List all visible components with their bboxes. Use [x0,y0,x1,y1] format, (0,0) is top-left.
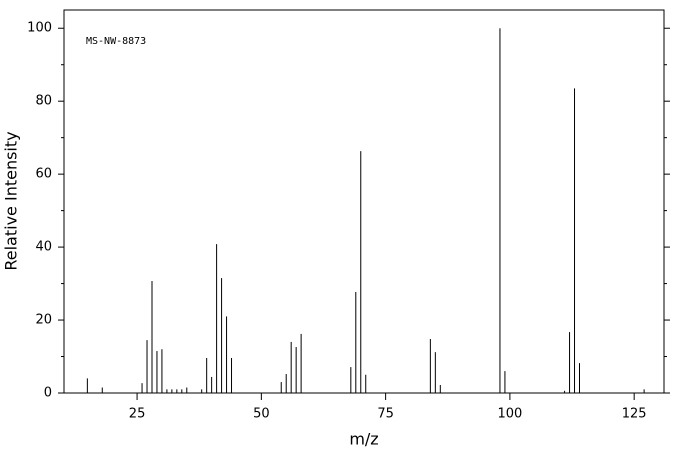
y-tick-label: 40 [35,240,52,255]
y-tick-label: 60 [35,167,52,182]
plot-frame [63,9,665,394]
y-axis-title: Relative Intensity [2,131,21,270]
x-tick-label: 125 [622,407,647,422]
y-tick-label: 100 [27,21,52,36]
x-tick-label: 75 [377,407,394,422]
x-tick-label: 25 [129,407,146,422]
x-tick-label: 50 [253,407,270,422]
x-axis-title: m/z [349,430,378,449]
x-tick-label: 100 [497,407,522,422]
annotation: MS-NW-8873 [86,36,146,47]
y-tick-label: 0 [44,386,52,401]
y-tick-label: 20 [35,313,52,328]
y-tick-label: 80 [35,94,52,109]
